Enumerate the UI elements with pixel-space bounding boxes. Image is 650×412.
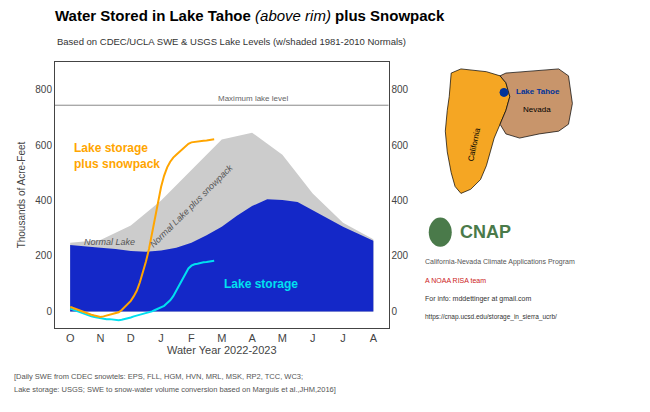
svg-text:California: California [466,127,482,162]
svg-text:0: 0 [46,306,52,317]
svg-text:Thousands of Acre-Feet: Thousands of Acre-Feet [16,141,27,248]
svg-text:800: 800 [392,84,409,95]
svg-text:400: 400 [392,195,409,206]
svg-text:For info: mddettinger at gmail: For info: mddettinger at gmail.com [425,295,531,303]
svg-text:Nevada: Nevada [523,105,551,114]
svg-text:Maximum lake level: Maximum lake level [218,94,288,103]
svg-text:D: D [127,332,135,344]
svg-text:Based on CDEC/UCLA SWE & USGS: Based on CDEC/UCLA SWE & USGS Lake Level… [57,36,406,47]
svg-text:400: 400 [35,195,52,206]
svg-text:Normal Lake: Normal Lake [84,237,135,247]
svg-text:600: 600 [392,140,409,151]
svg-text:800: 800 [35,84,52,95]
svg-text:A NOAA RISA team: A NOAA RISA team [425,277,486,284]
svg-text:M: M [217,332,226,344]
svg-text:Water Year 2022-2023: Water Year 2022-2023 [167,344,277,356]
svg-text:CNAP: CNAP [460,222,511,242]
svg-text:J: J [340,332,346,344]
svg-text:200: 200 [35,250,52,261]
svg-text:0: 0 [392,306,398,317]
svg-text:200: 200 [392,250,409,261]
svg-text:https://cnap.ucsd.edu/storage_: https://cnap.ucsd.edu/storage_in_sierra_… [425,313,557,321]
svg-text:N: N [97,332,105,344]
svg-text:Lake storage: USGS; SWE to sno: Lake storage: USGS; SWE to snow-water vo… [14,385,336,394]
svg-text:600: 600 [35,140,52,151]
svg-text:Lake storageplus snowpack: Lake storageplus snowpack [74,141,160,171]
svg-text:F: F [188,332,195,344]
svg-text:Lake storage: Lake storage [224,277,298,291]
svg-text:J: J [310,332,316,344]
svg-text:Water Stored in Lake Tahoe (ab: Water Stored in Lake Tahoe (above rim) p… [55,7,445,24]
svg-text:Lake Tahoe: Lake Tahoe [516,87,560,96]
svg-text:M: M [278,332,287,344]
svg-text:A: A [370,332,378,344]
svg-text:Normal Lake plus snowpack: Normal Lake plus snowpack [148,162,235,249]
svg-text:A: A [248,332,256,344]
svg-text:O: O [66,332,75,344]
svg-text:[Daily SWE from CDEC snowtels:: [Daily SWE from CDEC snowtels: EPS, FLL,… [14,372,303,381]
svg-text:California-Nevada Climate Appl: California-Nevada Climate Applications P… [425,258,575,266]
svg-text:J: J [158,332,164,344]
